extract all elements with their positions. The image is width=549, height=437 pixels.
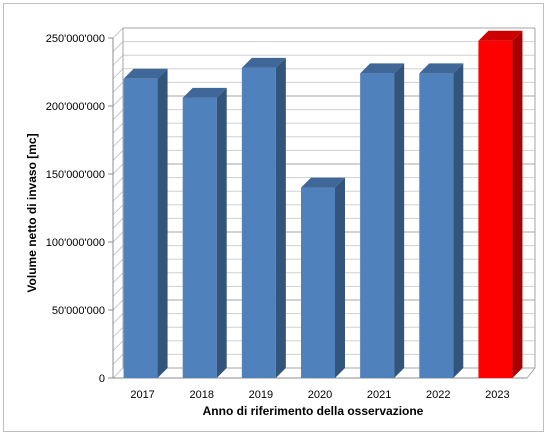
y-tick-label: 200'000'000: [46, 101, 105, 113]
side-gridline: [112, 367, 124, 379]
side-gridline: [112, 245, 124, 256]
y-tick-label: 250'000'000: [46, 33, 105, 45]
bar-2017: [123, 68, 168, 379]
side-gridline: [112, 299, 124, 311]
bar-front: [241, 67, 276, 379]
x-tick-label: 2021: [367, 389, 391, 401]
x-tick-labels: 2017 2018 2019 2020 2021 2022 2023: [130, 389, 509, 401]
side-gridline: [112, 95, 124, 107]
bar-top: [478, 30, 523, 41]
side-gridline: [112, 68, 124, 80]
floor-edge: [526, 367, 536, 379]
bar-side: [512, 30, 523, 378]
x-tick-label: 2020: [308, 389, 332, 401]
side-gridline: [112, 286, 124, 297]
side-gridline: [112, 272, 124, 284]
bar-side: [157, 68, 168, 379]
side-gridline: [112, 27, 124, 39]
bar-front: [123, 78, 158, 379]
side-gridline: [112, 190, 124, 202]
x-tick-label: 2022: [426, 389, 450, 401]
bar-2020: [301, 177, 345, 378]
bar-top: [301, 177, 345, 188]
bar-side: [335, 177, 345, 378]
bar-side: [275, 57, 286, 379]
x-tick-label: 2018: [189, 389, 213, 401]
bar-2019: [241, 57, 286, 379]
bars: [123, 30, 523, 379]
bar-2018: [182, 87, 227, 378]
bar-top: [241, 57, 286, 68]
y-tick-label: 50'000'000: [52, 305, 105, 317]
side-gridline: [112, 122, 124, 134]
side-gridline: [112, 109, 124, 120]
x-axis-title: Anno di riferimento della osservazione: [203, 404, 424, 418]
side-gridline: [112, 326, 124, 338]
bar-front: [478, 40, 513, 378]
side-gridline: [112, 54, 124, 66]
side-gridline: [112, 41, 124, 52]
bar-2021: [360, 63, 405, 379]
x-tick-label: 2017: [130, 389, 154, 401]
bar-side: [216, 87, 227, 378]
side-gridline: [112, 82, 124, 93]
bar-front: [419, 73, 454, 379]
bar-top: [360, 63, 405, 74]
y-tick-label: 100'000'000: [46, 237, 105, 249]
y-tick-label: 0: [99, 373, 105, 385]
x-tick-label: 2019: [249, 389, 273, 401]
side-gridline: [112, 354, 124, 365]
bar-front: [301, 187, 335, 378]
bar-top: [182, 87, 227, 98]
bar-side: [453, 63, 464, 379]
side-gridline: [112, 150, 124, 161]
axes: [108, 28, 536, 379]
y-tick-label: 150'000'000: [46, 169, 105, 181]
bar-top: [123, 68, 168, 79]
bar-side: [394, 63, 405, 379]
side-gridline: [112, 136, 124, 148]
side-gridline: [112, 204, 124, 216]
side-gridline: [112, 177, 124, 188]
y-tick-labels: 0 50'000'000 100'000'000 150'000'000 200'000…: [46, 33, 105, 385]
bar-front: [360, 73, 395, 379]
side-gridline: [112, 231, 124, 243]
side-gridline: [112, 258, 124, 270]
bar-2022: [419, 63, 464, 379]
side-gridline: [112, 340, 124, 352]
x-tick-label: 2023: [485, 389, 509, 401]
bar-2023: [478, 30, 523, 378]
y-axis-title: Volume netto di invaso [mc]: [25, 133, 39, 292]
bar-top: [419, 63, 464, 74]
side-gridline: [112, 218, 124, 229]
side-gridline: [112, 313, 124, 324]
side-gridline: [112, 163, 124, 175]
bar-front: [182, 97, 217, 378]
